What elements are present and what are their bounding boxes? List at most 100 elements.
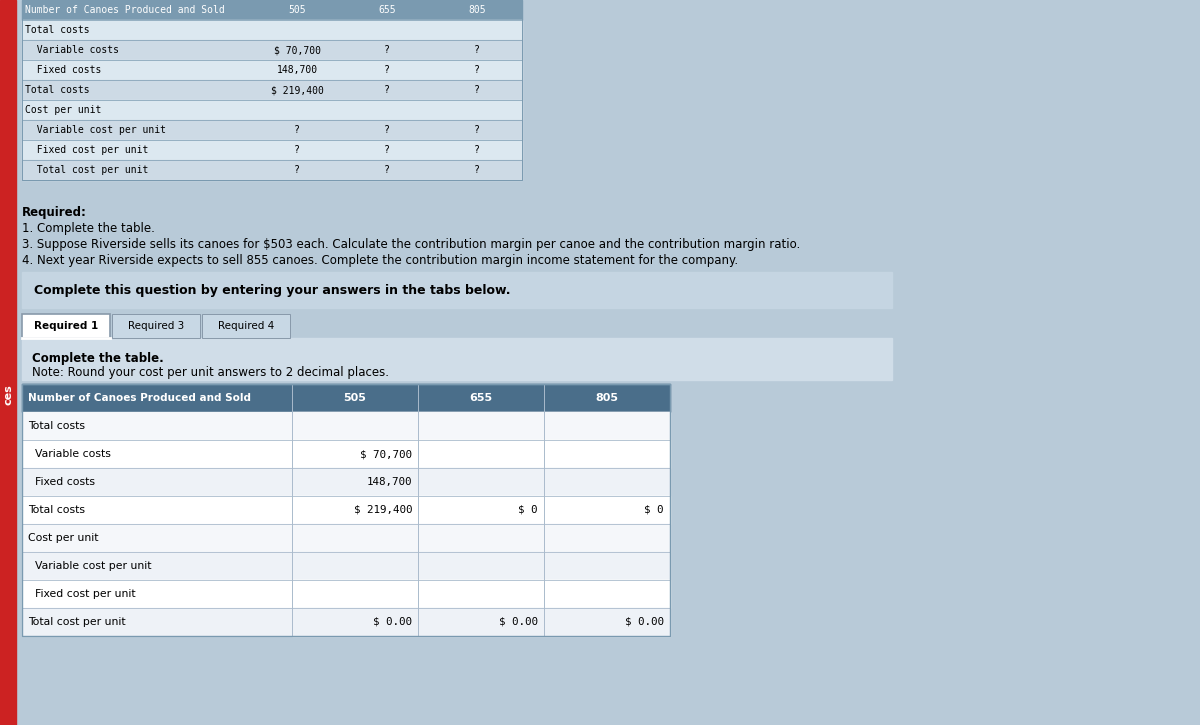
- Text: Required:: Required:: [22, 206, 86, 219]
- Bar: [418, 552, 544, 580]
- Bar: [22, 580, 670, 608]
- Text: $ 219,400: $ 219,400: [270, 85, 324, 95]
- Text: Required 3: Required 3: [128, 321, 184, 331]
- Bar: [418, 496, 544, 524]
- Text: $ 70,700: $ 70,700: [360, 449, 412, 459]
- Text: Fixed cost per unit: Fixed cost per unit: [28, 589, 136, 599]
- Text: Total cost per unit: Total cost per unit: [28, 617, 126, 627]
- Text: Cost per unit: Cost per unit: [28, 533, 98, 543]
- Text: $ 0: $ 0: [518, 505, 538, 515]
- Text: Variable cost per unit: Variable cost per unit: [28, 561, 151, 571]
- Text: 1. Complete the table.: 1. Complete the table.: [22, 222, 155, 235]
- Text: Required 4: Required 4: [218, 321, 274, 331]
- Text: Total cost per unit: Total cost per unit: [25, 165, 149, 175]
- Bar: [544, 608, 670, 636]
- Bar: [22, 120, 522, 140]
- Bar: [22, 100, 522, 120]
- Text: ?: ?: [474, 85, 480, 95]
- Bar: [22, 314, 110, 338]
- Bar: [22, 20, 522, 40]
- Text: ces: ces: [2, 385, 13, 405]
- Text: $ 0: $ 0: [644, 505, 664, 515]
- Bar: [544, 440, 670, 468]
- Text: Fixed costs: Fixed costs: [25, 65, 101, 75]
- Text: 4. Next year Riverside expects to sell 855 canoes. Complete the contribution mar: 4. Next year Riverside expects to sell 8…: [22, 254, 738, 267]
- Bar: [22, 496, 670, 524]
- Bar: [22, 384, 670, 636]
- Text: ?: ?: [474, 165, 480, 175]
- Bar: [292, 468, 418, 496]
- Bar: [418, 524, 544, 552]
- Bar: [22, 524, 670, 552]
- Bar: [22, 0, 522, 20]
- Bar: [292, 608, 418, 636]
- Bar: [22, 272, 892, 308]
- Text: Total costs: Total costs: [28, 505, 85, 515]
- Bar: [22, 608, 670, 636]
- Bar: [418, 468, 544, 496]
- Text: $ 0.00: $ 0.00: [373, 617, 412, 627]
- Text: $ 0.00: $ 0.00: [625, 617, 664, 627]
- Text: ?: ?: [474, 65, 480, 75]
- Bar: [22, 338, 892, 380]
- Bar: [22, 160, 522, 180]
- Text: Cost per unit: Cost per unit: [25, 105, 101, 115]
- Text: ?: ?: [384, 65, 390, 75]
- Bar: [22, 384, 670, 412]
- Bar: [292, 524, 418, 552]
- Bar: [544, 524, 670, 552]
- Bar: [418, 412, 544, 440]
- Bar: [292, 412, 418, 440]
- Text: Note: Round your cost per unit answers to 2 decimal places.: Note: Round your cost per unit answers t…: [32, 366, 389, 379]
- Text: 655: 655: [378, 5, 396, 15]
- Bar: [418, 440, 544, 468]
- Bar: [292, 440, 418, 468]
- Bar: [22, 468, 670, 496]
- Text: 148,700: 148,700: [366, 477, 412, 487]
- Text: 655: 655: [469, 393, 492, 403]
- Bar: [22, 60, 522, 80]
- Text: $ 219,400: $ 219,400: [354, 505, 412, 515]
- Bar: [22, 552, 670, 580]
- Text: Total costs: Total costs: [25, 25, 90, 35]
- Text: Total costs: Total costs: [28, 421, 85, 431]
- Bar: [544, 412, 670, 440]
- Bar: [418, 608, 544, 636]
- Text: $ 0.00: $ 0.00: [499, 617, 538, 627]
- Text: ?: ?: [384, 145, 390, 155]
- Text: Fixed costs: Fixed costs: [28, 477, 95, 487]
- Bar: [418, 580, 544, 608]
- Bar: [544, 552, 670, 580]
- Text: ?: ?: [474, 145, 480, 155]
- Text: ?: ?: [384, 165, 390, 175]
- Bar: [22, 40, 522, 60]
- Text: ?: ?: [384, 125, 390, 135]
- Text: Variable cost per unit: Variable cost per unit: [25, 125, 166, 135]
- Bar: [544, 468, 670, 496]
- Text: Required 1: Required 1: [34, 321, 98, 331]
- Bar: [202, 314, 290, 338]
- Bar: [112, 314, 200, 338]
- Text: ?: ?: [294, 125, 300, 135]
- Text: ?: ?: [294, 165, 300, 175]
- Text: $ 70,700: $ 70,700: [274, 45, 320, 55]
- Text: Variable costs: Variable costs: [28, 449, 110, 459]
- Text: Total costs: Total costs: [25, 85, 90, 95]
- Bar: [22, 440, 670, 468]
- Text: 805: 805: [595, 393, 618, 403]
- Text: Fixed cost per unit: Fixed cost per unit: [25, 145, 149, 155]
- Text: Number of Canoes Produced and Sold: Number of Canoes Produced and Sold: [25, 5, 224, 15]
- Text: Complete this question by entering your answers in the tabs below.: Complete this question by entering your …: [34, 283, 510, 297]
- Text: ?: ?: [384, 85, 390, 95]
- Bar: [292, 552, 418, 580]
- Text: ?: ?: [384, 45, 390, 55]
- Text: 505: 505: [343, 393, 366, 403]
- Bar: [292, 496, 418, 524]
- Text: ?: ?: [474, 45, 480, 55]
- Bar: [0, 0, 16, 725]
- Text: Variable costs: Variable costs: [25, 45, 119, 55]
- Text: ?: ?: [294, 145, 300, 155]
- Text: Number of Canoes Produced and Sold: Number of Canoes Produced and Sold: [28, 393, 251, 403]
- Text: 3. Suppose Riverside sells its canoes for $503 each. Calculate the contribution : 3. Suppose Riverside sells its canoes fo…: [22, 238, 800, 251]
- Text: ?: ?: [474, 125, 480, 135]
